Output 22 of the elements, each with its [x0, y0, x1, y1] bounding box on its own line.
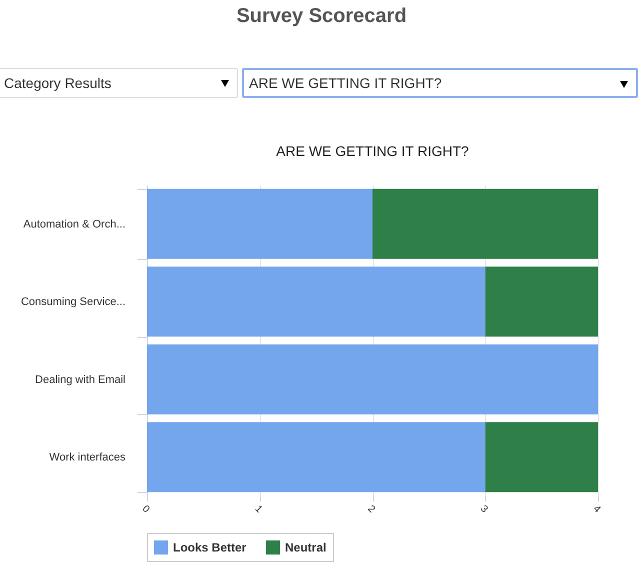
x-tick-label: 0 — [140, 504, 152, 516]
y-tick-label: Dealing with Email — [35, 374, 126, 386]
x-tick-label: 4 — [590, 504, 603, 516]
bar — [485, 422, 598, 492]
bar — [147, 422, 486, 492]
y-tick-label: Consuming Service... — [20, 296, 126, 308]
bar — [147, 266, 486, 337]
y-tick-label: Automation & Orch... — [23, 218, 126, 230]
legend-label: Neutral — [285, 540, 326, 554]
bar — [485, 266, 598, 337]
chart-title: Survey Scorecard — [235, 5, 408, 28]
chart-subtitle: ARE WE GETTING IT RIGHT? — [276, 143, 470, 159]
bar — [372, 188, 598, 259]
x-tick-label: 2 — [365, 504, 378, 516]
bar — [147, 188, 372, 259]
legend-label: Looks Better — [173, 540, 247, 554]
text: Category Results — [4, 75, 112, 91]
bar — [147, 344, 598, 414]
text: ARE WE GETTING IT RIGHT? — [249, 75, 442, 91]
x-tick-label: 1 — [252, 504, 264, 516]
x-tick-label: 3 — [478, 504, 490, 516]
y-tick-label: Work interfaces — [49, 452, 126, 464]
